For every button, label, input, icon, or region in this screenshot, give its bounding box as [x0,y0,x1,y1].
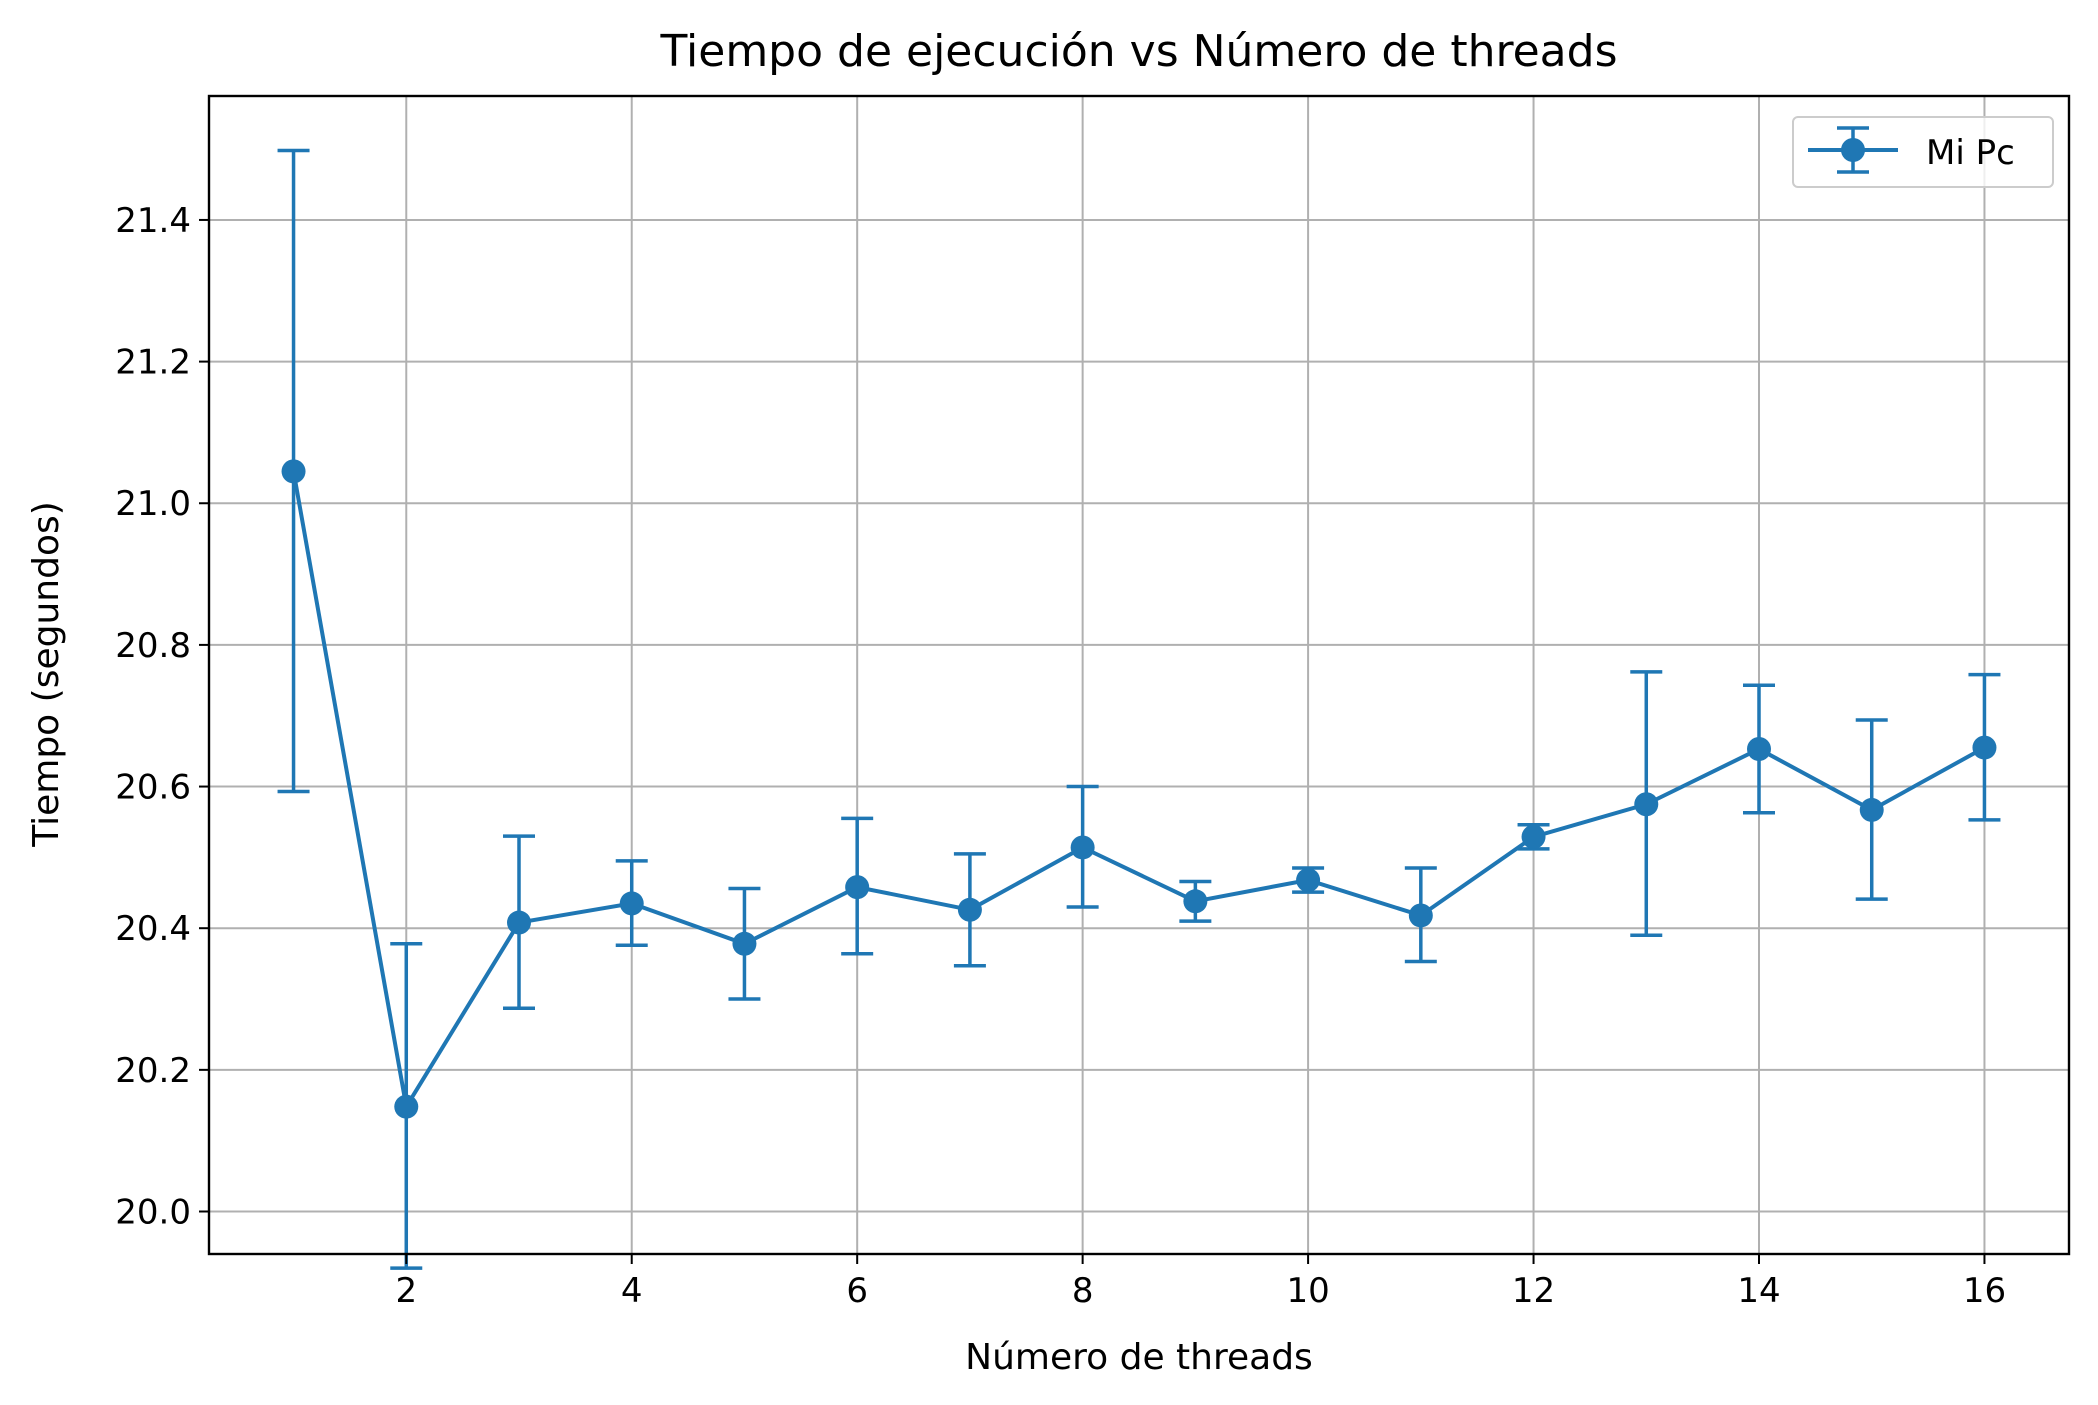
x-axis-ticks: 2 4 6 8 10 12 14 16 [395,1254,2006,1311]
y-tick-label-1: 20.2 [115,1051,191,1091]
y-tick-label-0: 20.0 [115,1193,191,1233]
x-tick-label-7: 16 [1963,1271,2006,1311]
x-tick-label-2: 6 [846,1271,868,1311]
legend: Mi Pc [1792,116,2054,188]
data-point-2 [507,910,531,935]
series-line-mi-pc [291,471,1986,1113]
x-axis-label: Número de threads [965,1337,1313,1378]
data-point-3 [619,891,644,916]
data-point-7 [1070,835,1095,860]
x-tick-label-3: 8 [1072,1271,1094,1311]
data-point-8 [1183,889,1208,914]
data-point-0 [281,459,306,484]
data-point-10 [1408,903,1433,928]
chart-title: Tiempo de ejecución vs Número de threads [660,26,1618,77]
data-point-12 [1634,792,1659,817]
x-tick-label-5: 12 [1512,1271,1555,1311]
y-axis-ticks: 20.0 20.2 20.4 20.6 20.8 21.0 21.2 21.4 [115,201,209,1233]
x-tick-label-1: 4 [621,1271,643,1311]
data-point-9 [1296,868,1321,893]
legend-box [1792,116,2054,188]
y-tick-label-5: 21.0 [115,484,191,524]
data-point-15 [1972,735,1997,760]
data-point-5 [845,875,870,900]
data-points [281,459,1997,1119]
data-point-1 [394,1094,419,1119]
grid [209,96,2069,1254]
plot-frame [207,94,2071,1256]
y-tick-label-4: 20.8 [115,626,191,666]
y-axis-label: Tiempo (segundos) [26,501,67,848]
data-point-11 [1521,824,1546,849]
legend-symbol [1808,126,1898,174]
x-tick-label-0: 2 [395,1271,417,1311]
x-tick-label-4: 10 [1286,1271,1329,1311]
y-tick-label-3: 20.6 [115,768,191,808]
y-tick-label-2: 20.4 [115,909,191,949]
error-bars [277,148,2001,1270]
data-point-4 [732,931,757,956]
y-tick-label-7: 21.4 [115,201,191,241]
data-point-13 [1747,737,1771,762]
data-point-14 [1859,797,1884,822]
legend-entry-mi-pc: Mi Pc [1926,133,2015,173]
data-point-6 [957,897,982,922]
x-tick-label-6: 14 [1737,1271,1780,1311]
y-tick-label-6: 21.2 [115,343,191,383]
